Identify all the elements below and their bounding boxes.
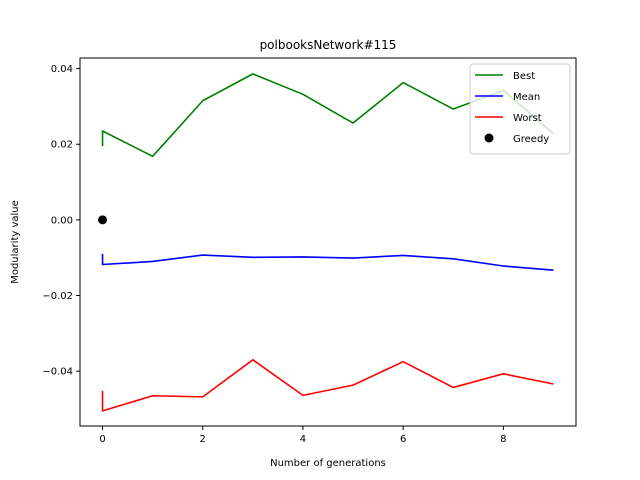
y-axis: −0.04 −0.02 0.00 0.02 0.04: [42, 64, 80, 378]
legend-label-best: Best: [513, 71, 535, 82]
x-axis-label: Number of generations: [270, 458, 386, 469]
x-tick-label: 4: [300, 434, 306, 445]
legend-label-greedy: Greedy: [513, 134, 549, 145]
greedy-point: [98, 215, 108, 225]
y-tick-label: 0.02: [51, 140, 73, 151]
legend-label-mean: Mean: [513, 92, 540, 103]
series-line-mean: [101, 253, 554, 271]
legend-marker-greedy: [484, 133, 494, 143]
chart-title: polbooksNetwork#115: [260, 38, 397, 52]
x-tick-label: 2: [200, 434, 206, 445]
y-axis-label: Modularity value: [10, 200, 21, 284]
series-line-worst: [101, 359, 554, 412]
x-tick-label: 0: [99, 434, 105, 445]
legend: Best Mean Worst Greedy: [469, 63, 571, 155]
x-tick-label: 8: [500, 434, 506, 445]
y-tick-label: −0.02: [42, 291, 73, 302]
y-tick-label: 0.04: [51, 64, 73, 75]
legend-label-worst: Worst: [513, 113, 542, 124]
legend-box: [469, 63, 571, 155]
plot-frame: [79, 57, 577, 427]
x-axis: 0 2 4 6 8: [99, 426, 507, 445]
y-tick-label: 0.00: [51, 215, 73, 226]
y-tick-label: −0.04: [42, 367, 73, 378]
x-tick-label: 6: [400, 434, 406, 445]
